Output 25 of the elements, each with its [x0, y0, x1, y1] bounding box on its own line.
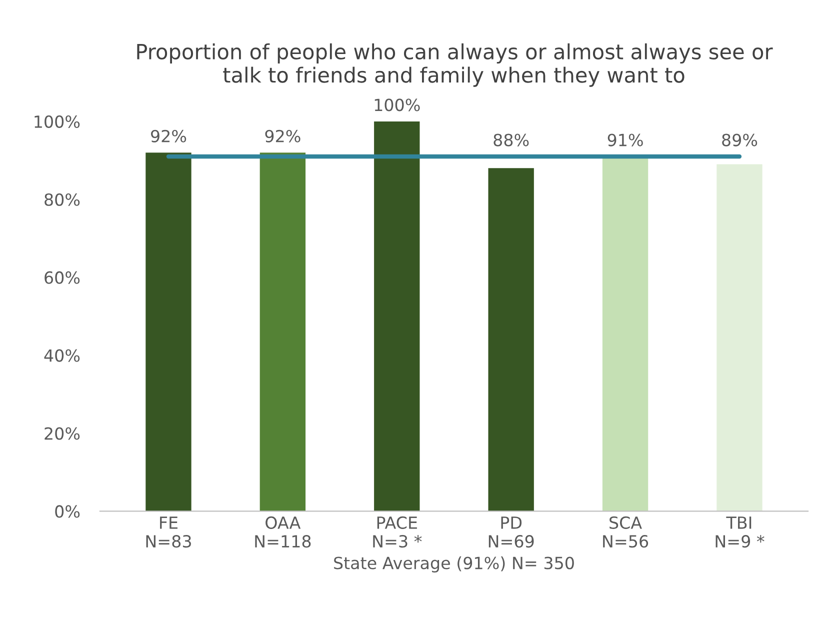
bar: [716, 164, 762, 512]
x-axis-title: State Average (91%) N= 350: [334, 556, 574, 573]
x-tick-label: PD N=69: [488, 516, 534, 548]
y-tick-label: 0%: [55, 505, 80, 518]
bar: [146, 152, 192, 512]
bar: [488, 168, 534, 512]
data-label: 91%: [608, 134, 643, 146]
x-tick-label: SCA N=56: [603, 516, 648, 548]
chart-title: Proportion of people who can always or almost always see or talk to friends and family when they want to: [137, 43, 773, 87]
x-tick-label: OAA N=118: [255, 516, 311, 548]
data-label: 88%: [494, 134, 529, 146]
x-tick-label: FE N=83: [146, 516, 191, 548]
data-label: 92%: [265, 130, 300, 142]
y-tick-label: 80%: [44, 193, 80, 206]
y-tick-label: 100%: [34, 115, 80, 128]
y-tick-label: 40%: [44, 349, 80, 362]
y-tick-label: 60%: [44, 271, 80, 284]
y-tick-label: 20%: [44, 427, 80, 440]
data-label: 100%: [374, 98, 420, 112]
x-tick-label: PACE N=3 *: [373, 516, 422, 548]
bar: [260, 152, 306, 512]
bar: [374, 121, 420, 512]
x-tick-label: TBI N=9 *: [716, 516, 764, 548]
data-label: 89%: [722, 134, 758, 146]
data-label: 92%: [151, 130, 186, 142]
